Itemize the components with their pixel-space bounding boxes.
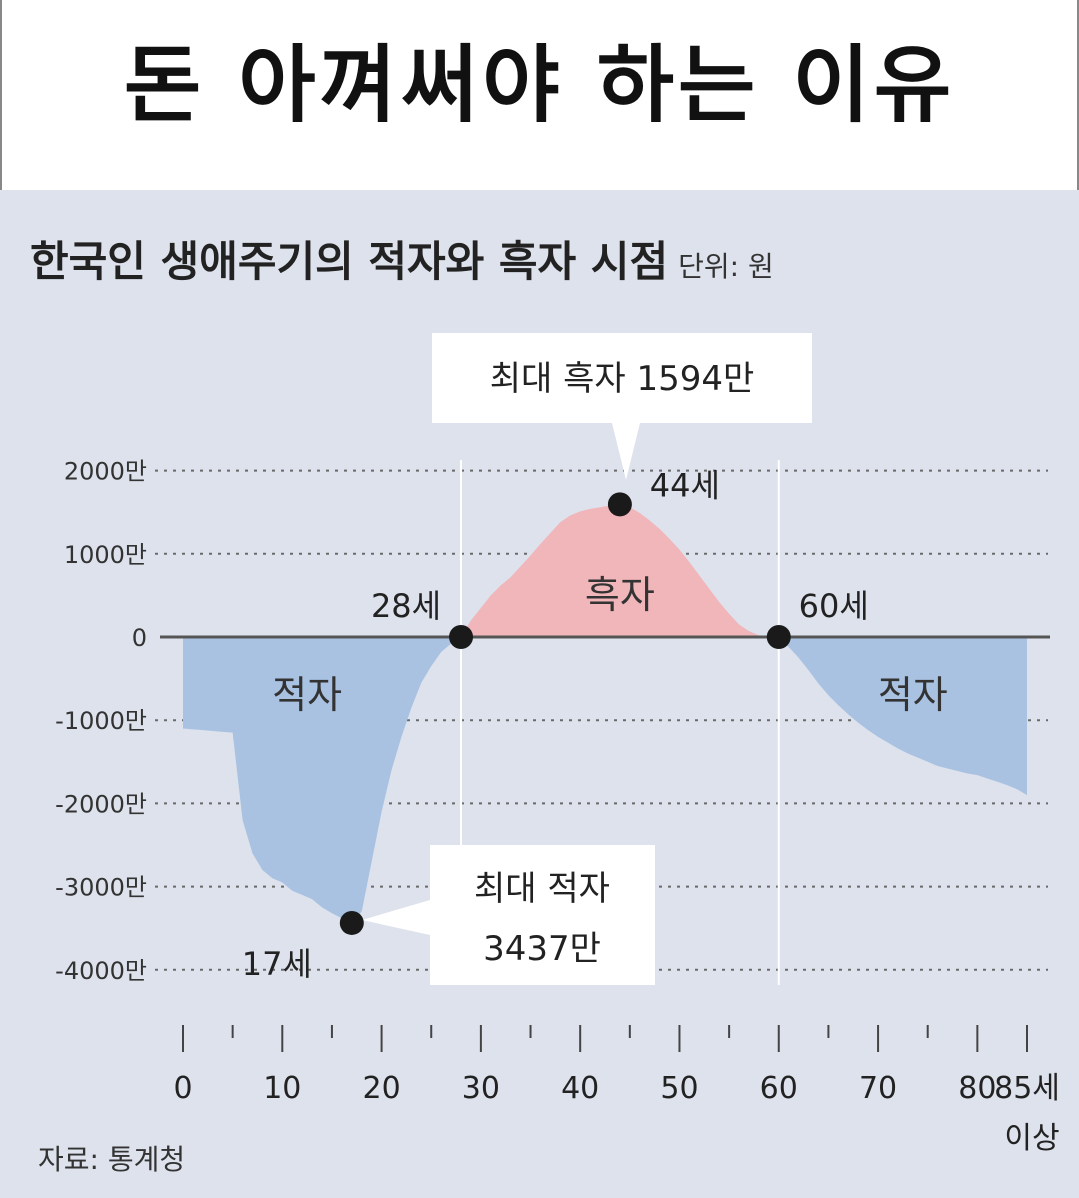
source-note: 자료: 통계청	[38, 1143, 186, 1176]
max-deficit-pointer	[362, 900, 430, 935]
max-deficit-box	[430, 845, 655, 985]
y-tick-label: -2000만	[55, 790, 147, 818]
y-tick-label: 1000만	[64, 541, 147, 569]
y-tick-label: 0	[132, 624, 147, 652]
deficit-area-left	[183, 637, 462, 923]
chart-unit: 단위: 원	[678, 250, 774, 283]
x-tick-label: 10	[263, 1071, 301, 1106]
marker-dot	[449, 625, 474, 649]
chart-title: 한국인 생애주기의 적자와 흑자 시점 단위: 원	[30, 228, 774, 289]
marker-dot	[607, 492, 632, 517]
max-deficit-callout-line1: 최대 적자	[474, 869, 610, 909]
x-tick-label: 0	[173, 1071, 192, 1106]
max-surplus-box	[432, 333, 812, 423]
marker-label: 60세	[799, 587, 869, 625]
x-tick-label: 70	[859, 1071, 897, 1106]
area-label-surplus: 흑자	[585, 573, 655, 617]
deficit-area-right	[778, 637, 1027, 796]
marker-label: 17세	[242, 945, 312, 983]
marker-dot	[766, 625, 791, 649]
y-tick-label: 2000만	[64, 458, 147, 486]
y-tick-label: -1000만	[55, 707, 147, 735]
max-deficit-callout-line2: 3437만	[483, 929, 601, 969]
x-tick-label: 30	[462, 1071, 500, 1106]
area-label-deficit-left: 적자	[272, 673, 342, 717]
marker-dot	[339, 910, 364, 935]
x-tick-label: 80	[958, 1071, 996, 1106]
x-tick-label: 20	[362, 1071, 400, 1106]
marker-label: 28세	[371, 587, 441, 625]
x-tick-label: 85세	[994, 1071, 1060, 1106]
area-label-deficit-right: 적자	[878, 673, 948, 717]
chart-title-text: 한국인 생애주기의 적자와 흑자 시점	[30, 237, 669, 286]
x-tick-label: 50	[660, 1071, 698, 1106]
y-tick-label: -4000만	[55, 957, 147, 985]
x-tick-label-suffix: 이상	[1004, 1121, 1059, 1156]
x-tick-label: 40	[561, 1071, 599, 1106]
x-tick-label: 60	[760, 1071, 798, 1106]
marker-label: 44세	[650, 466, 720, 504]
y-tick-label: -3000만	[55, 874, 147, 902]
headline: 돈 아껴써야 하는 이유	[123, 36, 956, 134]
max-surplus-pointer	[612, 423, 640, 480]
max-surplus-callout: 최대 흑자 1594만	[490, 359, 755, 399]
surplus-area	[461, 504, 779, 637]
